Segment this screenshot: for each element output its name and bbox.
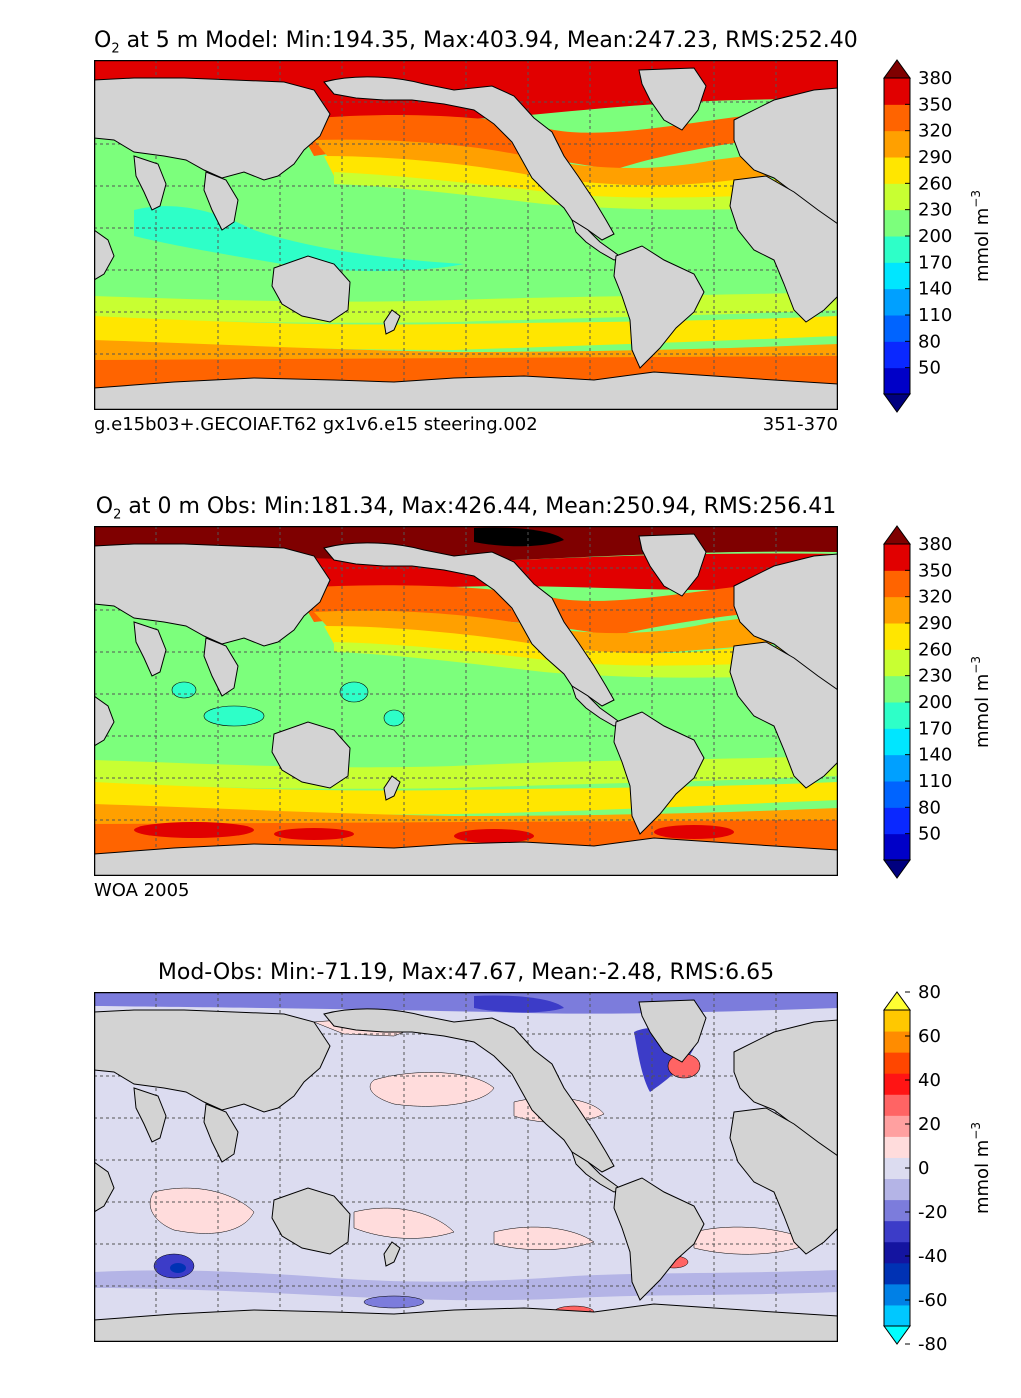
colorbar-extend-max <box>883 59 911 79</box>
colorbar-tick-label: -20 <box>918 1202 947 1223</box>
colorbar-band <box>884 1262 910 1285</box>
colorbar-extend-min <box>883 859 911 879</box>
colorbar-tick-label: 320 <box>918 121 952 142</box>
colorbar-band <box>884 1115 910 1137</box>
colorbar-unit-label: mmol m−3 <box>969 190 993 282</box>
colorbar-band <box>884 183 910 211</box>
colorbar-band <box>884 596 910 624</box>
diff-panel: Mod-Obs: Min:-71.19, Max:47.67, Mean:-2.… <box>0 958 1021 1398</box>
diff-map <box>94 992 838 1342</box>
colorbar-band <box>884 130 910 158</box>
colorbar-unit-label: mmol m−3 <box>969 656 993 748</box>
colorbar-tick-label: 170 <box>918 252 952 273</box>
colorbar-band <box>884 649 910 677</box>
colorbar-tick-label: 200 <box>918 692 952 713</box>
colorbar-band <box>884 288 910 316</box>
colorbar-extend-min <box>883 393 911 413</box>
model-years: 351-370 <box>762 414 838 435</box>
colorbar-tick-label: 230 <box>918 200 952 221</box>
colorbar-band <box>884 1157 910 1180</box>
colorbar-band <box>884 702 910 729</box>
colorbar-band <box>884 262 910 290</box>
colorbar-tick-label: 230 <box>918 666 952 687</box>
colorbar-band <box>884 570 910 598</box>
colorbar-band <box>884 1136 910 1158</box>
obs-map <box>94 526 838 876</box>
obs-panel: O2 at 0 m Obs: Min:181.34, Max:426.44, M… <box>0 492 1021 932</box>
model-map <box>94 60 838 410</box>
colorbar-band <box>884 341 910 369</box>
model-run-name: g.e15b03+.GECOIAF.T62 gx1v6.e15 steering… <box>94 414 538 435</box>
colorbar-extend-max <box>883 991 911 1011</box>
colorbar-tick-label: 140 <box>918 745 952 766</box>
colorbar-band <box>884 1178 910 1201</box>
model-panel: O2 at 5 m Model: Min:194.35, Max:403.94,… <box>0 26 1021 466</box>
colorbar-tick-label: 290 <box>918 147 952 168</box>
colorbar-tick-label: 290 <box>918 613 952 634</box>
colorbar-unit-label: mmol m−3 <box>969 1122 993 1214</box>
colorbar-tick-label: 60 <box>918 1026 941 1047</box>
colorbar-band <box>884 78 910 105</box>
colorbar-band <box>884 157 910 184</box>
colorbar-tick-label: 140 <box>918 279 952 300</box>
colorbar-band <box>884 1241 910 1264</box>
colorbar-tick-label: 380 <box>918 534 952 555</box>
colorbar-band <box>884 1283 910 1306</box>
colorbar-band <box>884 104 910 132</box>
colorbar-band <box>884 1010 910 1032</box>
colorbar-tick-label: 40 <box>918 1070 941 1091</box>
colorbar-tick-label: 200 <box>918 226 952 247</box>
colorbar-tick-label: 110 <box>918 771 952 792</box>
colorbar-band <box>884 544 910 571</box>
colorbar-tick-label: -40 <box>918 1246 947 1267</box>
colorbar-band <box>884 1094 910 1116</box>
colorbar-band <box>884 1073 910 1095</box>
colorbar-tick-label: 320 <box>918 587 952 608</box>
colorbar-band <box>884 367 910 395</box>
colorbar-tick-label: -60 <box>918 1290 947 1311</box>
colorbar-band <box>884 781 910 808</box>
obs-title: O2 at 0 m Obs: Min:181.34, Max:426.44, M… <box>95 494 837 523</box>
colorbar-tick-label: -80 <box>918 1334 947 1355</box>
colorbar-tick-label: 80 <box>918 797 941 818</box>
colorbar-band <box>884 1220 910 1243</box>
colorbar-band <box>884 236 910 263</box>
colorbar-band <box>884 675 910 703</box>
colorbar-extend-min <box>883 1325 911 1345</box>
colorbar-band <box>884 209 910 237</box>
colorbar-band <box>884 833 910 861</box>
diff-colorbar: -80 -60 -40 -20 0 20 40 60 80 mmol m−3 <box>883 982 1021 1355</box>
colorbar-band <box>884 728 910 756</box>
colorbar-tick-label: 350 <box>918 94 952 115</box>
colorbar-tick-label: 380 <box>918 68 952 89</box>
colorbar-tick-label: 0 <box>918 1158 929 1179</box>
colorbar-band <box>884 807 910 835</box>
colorbar-band <box>884 1304 910 1327</box>
colorbar-band <box>884 623 910 650</box>
model-colorbar: 50 80 110 140 170 200 230 260 290 320 350 380 mmol m… <box>883 59 1021 413</box>
colorbar-tick-label: 260 <box>918 639 952 660</box>
colorbar-tick-label: 50 <box>918 358 941 379</box>
colorbar-band <box>884 1199 910 1222</box>
colorbar-tick-label: 110 <box>918 305 952 326</box>
diff-title: Mod-Obs: Min:-71.19, Max:47.67, Mean:-2.… <box>157 960 775 985</box>
colorbar-tick-label: 350 <box>918 560 952 581</box>
obs-colorbar: 50 80 110 140 170 200 230 260 290 320 350 380 mmol m… <box>883 525 1021 879</box>
colorbar-band <box>884 315 910 342</box>
colorbar-band <box>884 754 910 782</box>
colorbar-tick-label: 260 <box>918 173 952 194</box>
colorbar-extend-max <box>883 525 911 545</box>
colorbar-tick-label: 20 <box>918 1114 941 1135</box>
colorbar-tick-label: 80 <box>918 331 941 352</box>
colorbar-tick-label: 170 <box>918 718 952 739</box>
obs-source: WOA 2005 <box>94 880 190 901</box>
colorbar-band <box>884 1031 910 1053</box>
model-title: O2 at 5 m Model: Min:194.35, Max:403.94,… <box>94 28 858 57</box>
colorbar-band <box>884 1052 910 1074</box>
colorbar-tick-label: 80 <box>918 982 941 1003</box>
colorbar-tick-label: 50 <box>918 824 941 845</box>
